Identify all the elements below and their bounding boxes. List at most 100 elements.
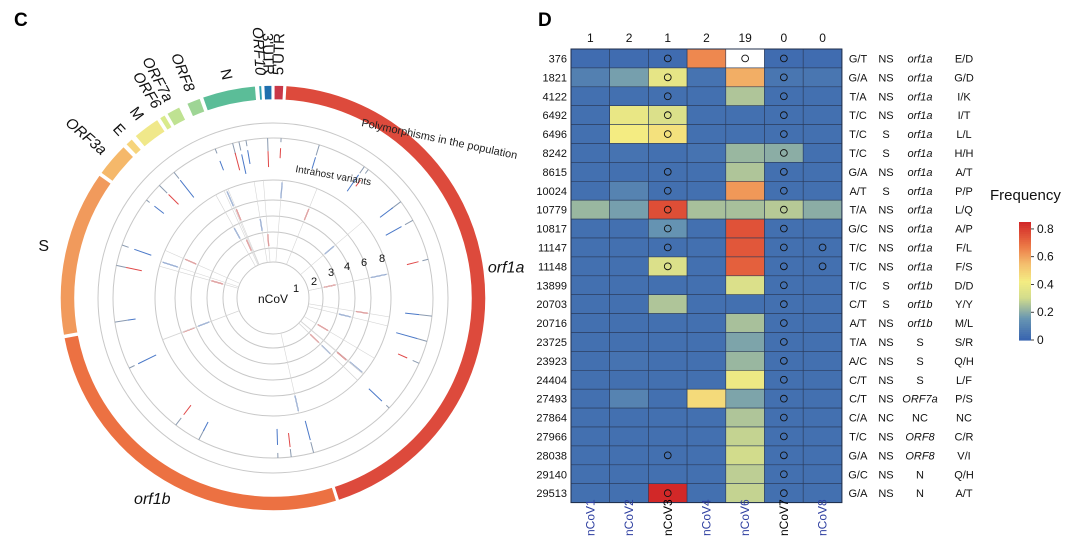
population-tick <box>267 151 270 168</box>
heatmap-cell <box>686 143 727 163</box>
colorbar-swatch <box>1019 225 1031 229</box>
heatmap-cell <box>725 313 765 333</box>
colorbar-swatch <box>1019 316 1031 319</box>
row-position-label: 10779 <box>536 205 567 217</box>
heatmap-cell <box>802 256 843 277</box>
row-position-label: 6496 <box>543 129 567 141</box>
colorbar-swatch <box>1019 257 1031 260</box>
genome-segment-orf8 <box>185 96 207 119</box>
track-label-population: Polymorphisms in the population <box>360 117 518 162</box>
population-tick <box>364 169 369 174</box>
row-aa-label: G/D <box>954 72 974 84</box>
row-position-label: 24404 <box>536 375 567 387</box>
colorbar-swatch <box>1019 261 1031 264</box>
heatmap-cell <box>764 445 804 466</box>
heatmap-cell <box>609 67 649 88</box>
population-tick <box>238 141 242 151</box>
row-position-label: 376 <box>549 53 567 65</box>
colorbar-swatch <box>1019 328 1031 331</box>
heatmap-cell <box>609 256 649 277</box>
heatmap-cell <box>802 369 843 390</box>
present-marker <box>779 224 788 233</box>
intrahost-spoke <box>280 333 300 414</box>
heatmap-cell <box>609 275 649 295</box>
present-marker <box>779 338 788 346</box>
panel-c-label: C <box>14 10 28 31</box>
population-tick <box>385 226 402 236</box>
heatmap-cell <box>686 332 727 352</box>
colorbar-swatch <box>1019 282 1031 286</box>
colorbar-swatch <box>1019 247 1031 251</box>
present-marker <box>779 54 788 63</box>
present-marker <box>663 205 672 214</box>
row-position-label: 10024 <box>536 186 567 198</box>
row-aa-label: H/H <box>955 148 974 160</box>
heatmap-cell <box>725 199 765 220</box>
row-position-label: 20716 <box>536 318 567 330</box>
heatmap-cell <box>648 313 688 333</box>
heatmap-cell <box>764 332 804 352</box>
population-tick <box>241 154 247 175</box>
row-effect-label: NS <box>878 318 893 330</box>
row-position-label: 20703 <box>536 299 567 311</box>
row-gene-label: ORF7a <box>902 394 937 406</box>
heatmap-cell <box>802 332 843 352</box>
ring-number-label: 3 <box>328 267 334 279</box>
heatmap-cell <box>764 181 804 201</box>
heatmap-cell <box>609 294 649 314</box>
colorbar-swatch <box>1019 279 1031 282</box>
colorbar-swatch <box>1019 265 1031 268</box>
row-change-label: C/T <box>849 375 867 387</box>
present-marker <box>779 489 788 498</box>
population-tick <box>315 144 320 156</box>
column-count-label: 1 <box>664 31 671 45</box>
intrahost-spoke <box>160 261 239 288</box>
genome-segment-s <box>59 173 113 337</box>
row-effect-label: NS <box>878 431 893 443</box>
colorbar-title: Frequency <box>990 187 1061 204</box>
heatmap-cell <box>764 388 804 409</box>
heatmap-cell <box>764 67 804 88</box>
heatmap-cell <box>570 181 611 201</box>
colorbar-swatch <box>1019 312 1031 316</box>
intrahost-spoke <box>223 190 259 266</box>
row-change-label: T/A <box>849 205 867 217</box>
intrahost-spoke <box>162 310 240 340</box>
heatmap-cell <box>802 464 843 484</box>
heatmap-cell <box>686 162 727 182</box>
heatmap-cell <box>725 143 765 163</box>
track-ring <box>190 215 356 381</box>
heatmap-cell <box>725 407 765 428</box>
heatmap-cell <box>725 426 765 447</box>
heatmap-cell <box>648 256 688 277</box>
colorbar-swatch <box>1019 314 1031 317</box>
heatmap-cell <box>802 105 843 125</box>
heatmap-cell <box>570 218 611 239</box>
intrahost-spoke <box>303 316 375 359</box>
row-aa-label: C/R <box>955 431 974 443</box>
population-tick <box>173 171 180 179</box>
row-gene-label: orf1a <box>907 148 932 160</box>
intrahost-spoke <box>253 181 268 263</box>
row-position-label: 4122 <box>543 91 567 103</box>
heatmap-cell <box>686 426 727 447</box>
intrahost-spoke <box>300 321 364 375</box>
present-marker <box>779 205 788 214</box>
heatmap-cell <box>648 237 688 258</box>
row-change-label: T/C <box>849 148 867 160</box>
present-marker <box>663 92 672 101</box>
colorbar-swatch <box>1019 249 1031 253</box>
colorbar-swatch <box>1019 229 1031 233</box>
row-aa-label: M/L <box>955 318 973 330</box>
row-effect-label: NS <box>878 337 893 349</box>
genome-segment-orf7a <box>165 105 188 128</box>
row-change-label: T/C <box>849 280 867 292</box>
heatmap-cell <box>648 445 688 466</box>
heatmap-cell <box>725 388 765 409</box>
present-marker <box>663 73 672 82</box>
heatmap-cell <box>609 426 649 447</box>
present-marker <box>779 300 788 309</box>
ring-number-label: 8 <box>379 253 385 265</box>
